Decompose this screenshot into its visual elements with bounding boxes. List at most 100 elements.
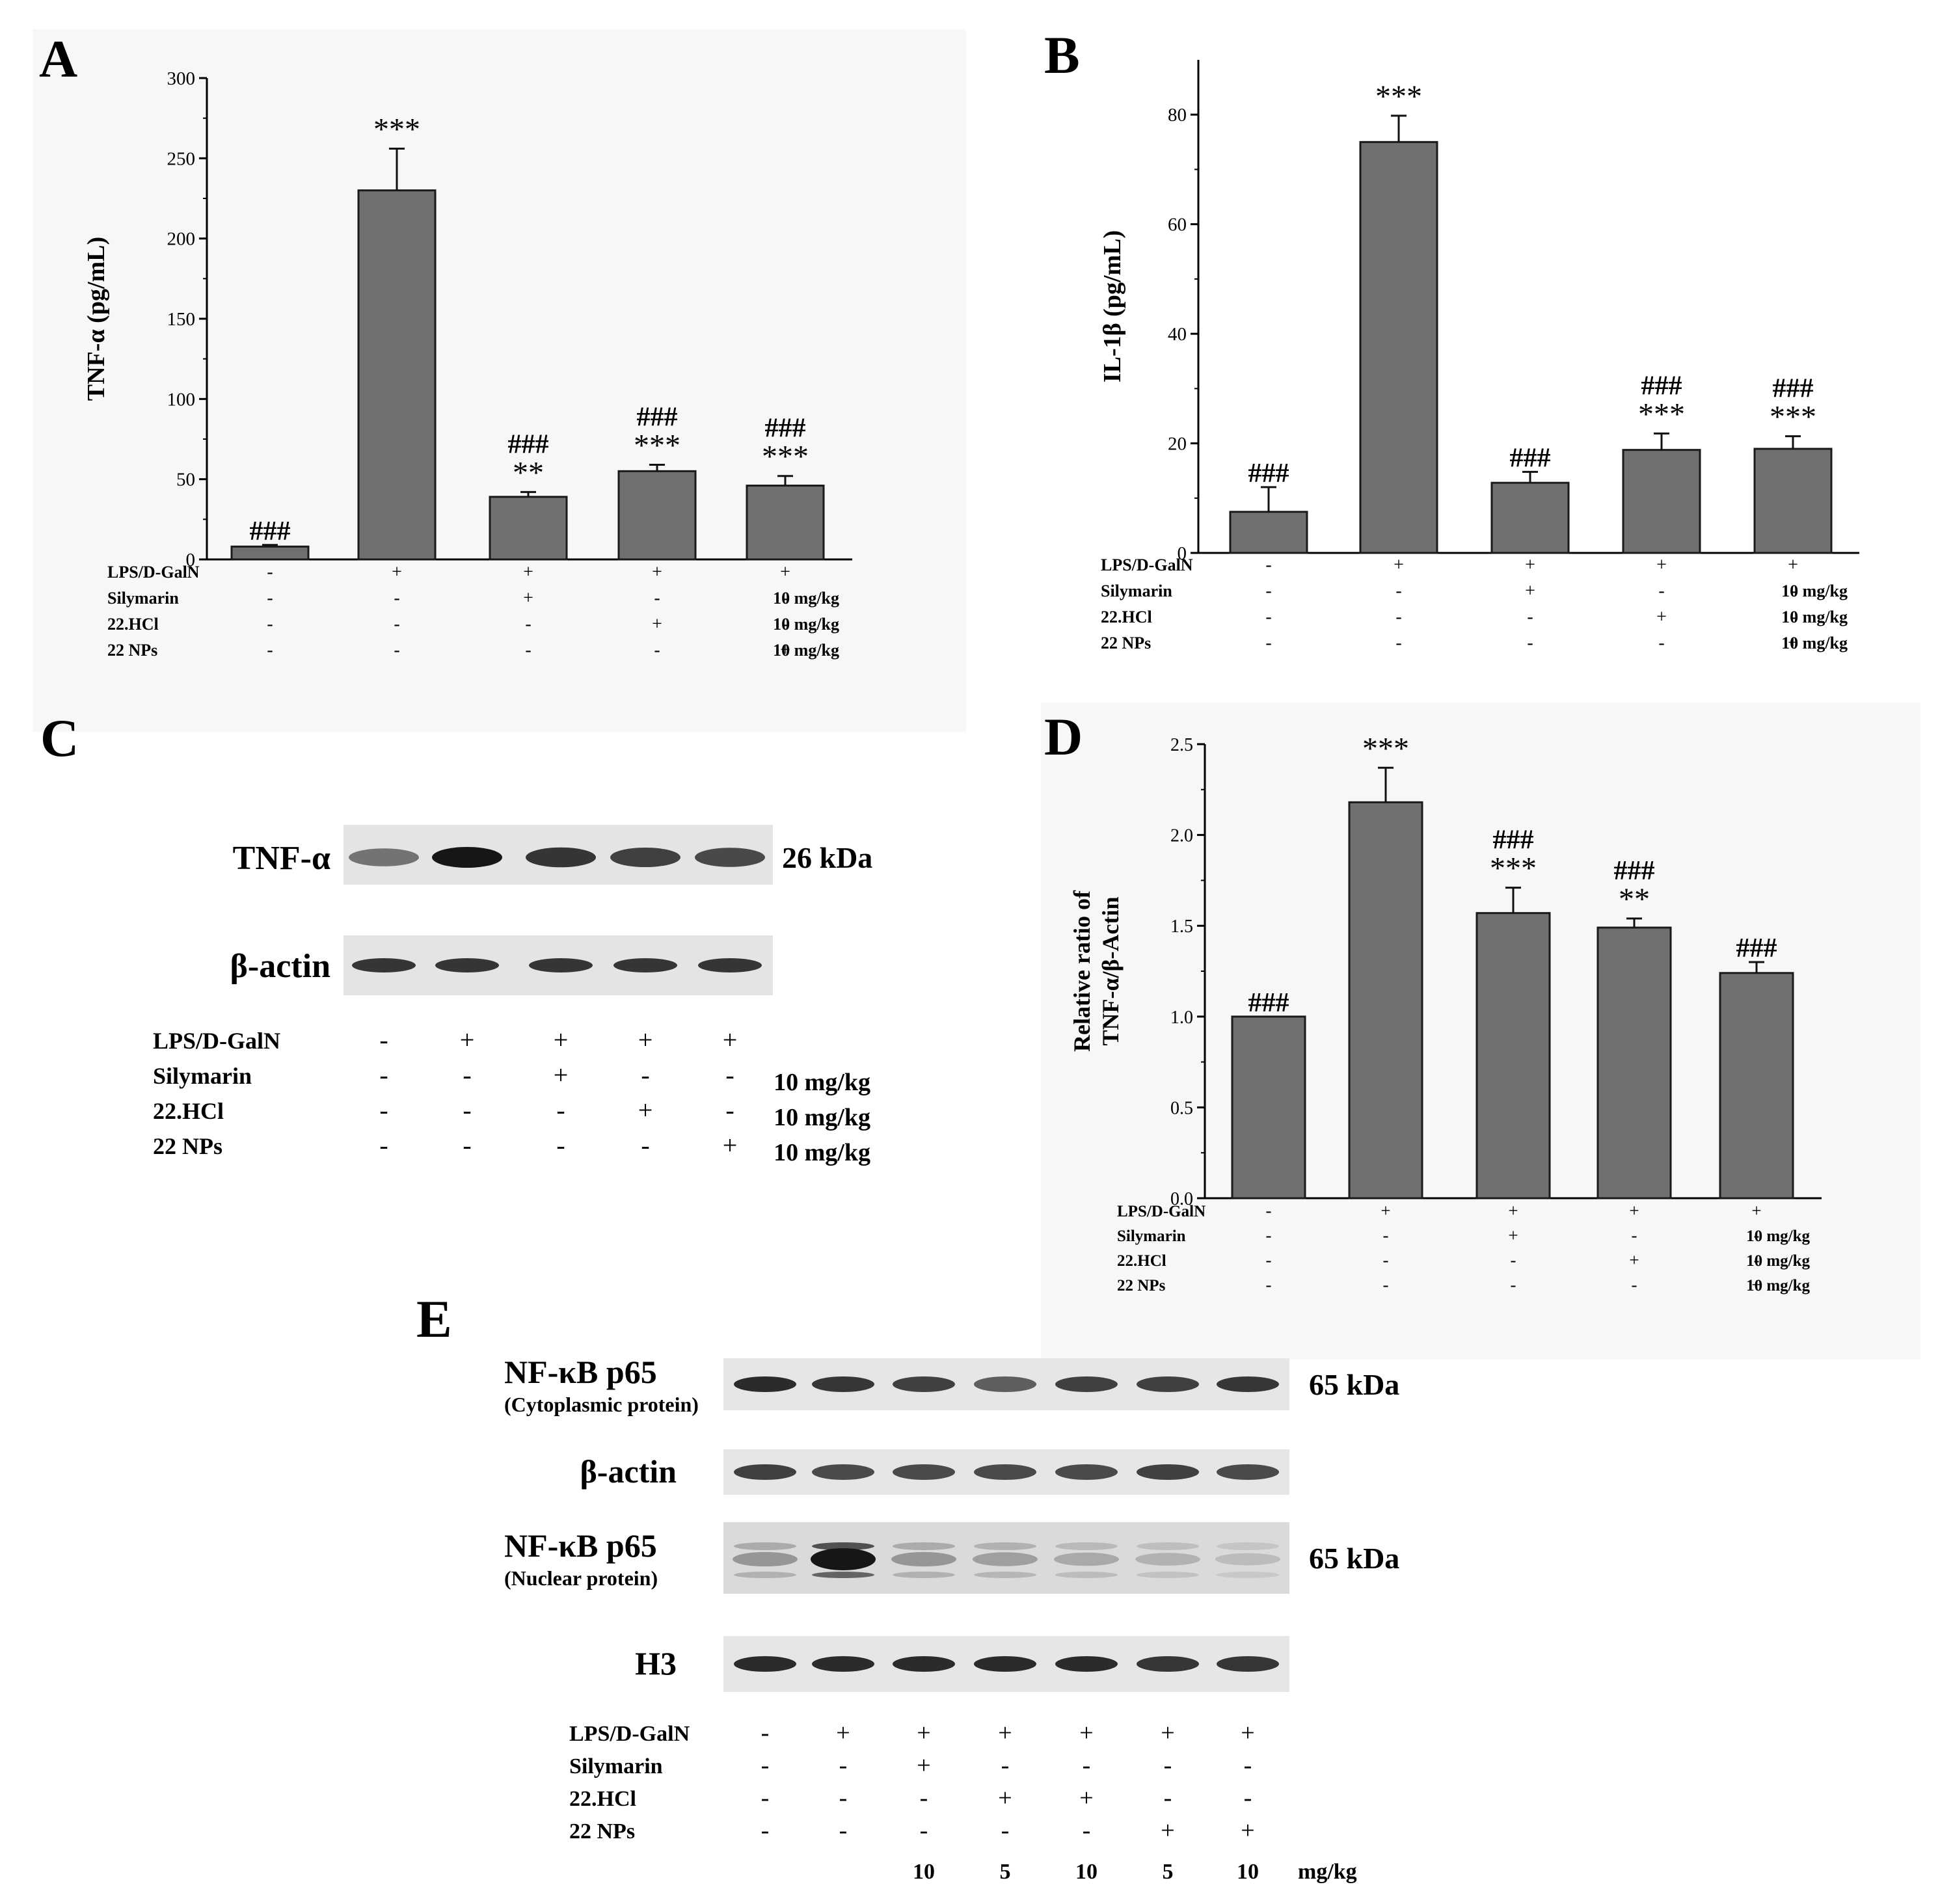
treatment-sign: - [1164,1784,1172,1812]
treatment-sign: - [1083,1752,1091,1779]
treatment-sign: + [780,640,790,660]
treatment-sign: + [1394,555,1404,575]
y-tick-label: 1.5 [1170,917,1193,937]
treatment-label: 22.HCl [1117,1252,1166,1270]
treatment-sign: - [267,562,273,582]
blot-protein-label: NF-κB p65 [504,1527,657,1564]
y-axis-label: IL-1β (pg/mL) [1099,230,1126,382]
significance-stars: *** [1638,397,1685,431]
treatment-sign: - [1265,633,1271,653]
y-tick-label: 1.0 [1170,1008,1193,1028]
treatment-sign: - [379,1025,388,1054]
treatment-sign: + [652,562,662,582]
bar [489,496,568,561]
treatment-sign: - [1266,1201,1272,1220]
treatment-label: 22 NPs [1117,1277,1166,1294]
blot-band [974,1656,1036,1672]
treatment-sign: - [267,614,273,634]
y-tick-label: 100 [167,389,196,410]
treatment-sign: - [920,1784,928,1812]
blot-band [893,1464,955,1480]
treatment-sign: - [839,1784,848,1812]
blot-band [812,1376,874,1392]
treatment-sign: + [1079,1784,1093,1812]
significance-hashes: ### [765,414,806,444]
treatment-sign: - [379,1095,388,1125]
treatment-label: LPS/D-GalN [569,1722,690,1746]
blot-band [1217,1572,1279,1578]
y-tick-label: 2.5 [1170,735,1193,755]
treatment-sign: - [267,588,273,608]
blot-band [1054,1552,1119,1566]
treatment-sign: + [638,1025,653,1054]
treatment-sign: - [1632,1226,1637,1245]
treatment-dose: 10 mg/kg [774,1139,870,1166]
treatment-label: LPS/D-GalN [107,563,200,582]
blot-band [1137,1542,1199,1550]
treatment-sign: - [839,1817,848,1844]
y-tick-label: 300 [167,68,196,89]
treatment-sign: + [460,1025,475,1054]
treatment-sign: - [1754,1226,1760,1245]
y-tick-label: 0 [186,550,196,570]
dose-value: 5 [1163,1860,1174,1884]
treatment-sign: - [761,1752,770,1779]
treatment-sign: - [1754,1250,1760,1270]
significance-hashes: ### [1510,443,1551,473]
blot-band [432,847,502,868]
treatment-sign: + [1629,1201,1639,1220]
treatment-sign: + [1788,555,1798,575]
bar [230,545,310,561]
dose-value: 10 [913,1860,935,1884]
treatment-label: LPS/D-GalN [1101,556,1193,574]
bar [357,189,437,561]
blot-band [734,1572,796,1578]
blot-band [526,847,596,868]
treatment-label: 22.HCl [1101,608,1152,626]
treatment-sign: - [920,1817,928,1844]
bar [1719,972,1794,1200]
chart-d: 0.0 0.5 1.0 1.5 2.0 2.5 Relative ratio of TNF-α… [1069,731,1822,1294]
blot-band [1217,1376,1279,1392]
treatment-sign: + [1079,1719,1093,1747]
blot-band [1137,1376,1199,1392]
blot-band [973,1552,1038,1566]
treatment-sign: + [392,562,402,582]
dose-value: 10 [1075,1860,1098,1884]
blot-band [734,1656,796,1672]
blot-band [974,1376,1036,1392]
significance-stars: *** [1490,851,1537,886]
significance-stars: *** [634,428,680,463]
blot-size-label: 65 kDa [1309,1542,1399,1575]
blot-size-label: 26 kDa [782,841,872,874]
treatment-sign: + [1656,555,1667,575]
treatment-sign: + [1161,1817,1174,1844]
blot-band [613,958,677,972]
blot-band [698,958,762,972]
blot-band [812,1656,874,1672]
blot-protein-sublabel: (Nuclear protein) [504,1566,658,1590]
treatment-sign: - [1511,1250,1516,1270]
blot-band [974,1572,1036,1578]
treatment-sign: - [1265,581,1271,601]
treatment-sign: - [394,640,399,660]
significance-hashes: ### [1736,933,1777,963]
treatment-label: Silymarin [1101,582,1172,600]
blot-band [695,848,765,867]
y-tick-label: 200 [167,229,196,250]
blot-band [1217,1464,1279,1480]
treatment-sign: - [379,1131,388,1160]
treatment-sign: + [780,562,790,582]
blot-band [812,1464,874,1480]
y-tick-label: 250 [167,148,196,169]
bar [617,470,697,561]
treatment-label: 22.HCl [569,1787,636,1811]
bar [1229,511,1308,554]
blot-band [1055,1572,1118,1578]
treatment-sign: - [267,640,273,660]
significance-hashes: ### [1248,459,1289,489]
blot-band [1137,1464,1199,1480]
bar [1490,481,1570,554]
dose-unit: mg/kg [1298,1860,1357,1884]
